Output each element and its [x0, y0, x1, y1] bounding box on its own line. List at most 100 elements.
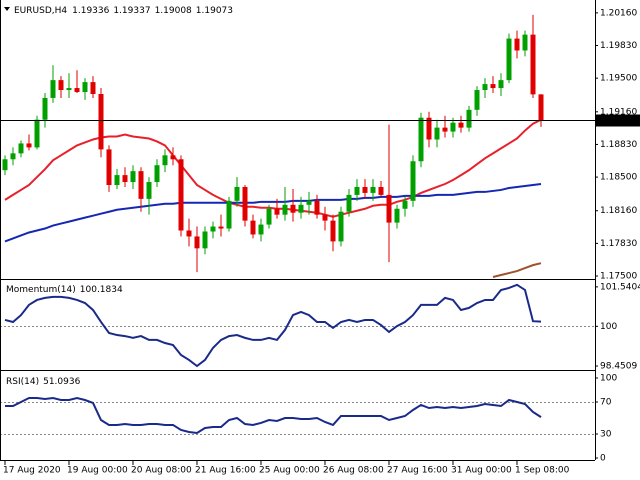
x-tick-label: 27 Aug 16:00 [387, 466, 448, 476]
candle-body [122, 175, 128, 183]
candle-body [162, 155, 168, 166]
candle-body [490, 84, 496, 89]
candle-body [138, 171, 144, 199]
rsi-title: RSI(14) 51.0936 [6, 377, 81, 387]
x-tick-label: 1 Sep 08:00 [515, 466, 570, 476]
close-price: 1.19073 [196, 6, 233, 16]
x-tick-label: 21 Aug 16:00 [195, 466, 256, 476]
candle-body [514, 38, 520, 51]
y-tick-label: 1.17830 [600, 239, 637, 249]
indicator-value: 100.1834 [80, 285, 123, 295]
candle-body [258, 224, 264, 235]
candle-body [282, 204, 288, 215]
candle-body [66, 88, 72, 91]
x-tick-label: 19 Aug 00:00 [67, 466, 128, 476]
candle-body [50, 80, 56, 98]
candle-body [394, 208, 400, 223]
candle-body [90, 82, 96, 94]
low-price: 1.19008 [155, 6, 192, 16]
candle-body [530, 34, 536, 95]
candle-body [10, 153, 16, 160]
candle-body [210, 226, 216, 232]
candle-body [442, 127, 448, 132]
menu-triangle[interactable] [4, 7, 10, 11]
candle-body [154, 165, 160, 183]
candle-body [234, 186, 240, 201]
candle-body [466, 109, 472, 128]
candle-body [170, 155, 176, 160]
candle-body [482, 84, 488, 91]
candle-body [346, 194, 352, 212]
candle-body [34, 119, 40, 148]
candle-body [26, 143, 32, 148]
indicator-name: RSI(14) [6, 377, 39, 387]
candle-body [450, 122, 456, 132]
candle-body [106, 149, 112, 186]
y-tick-label: 1.17500 [600, 272, 637, 282]
candle-body [506, 38, 512, 81]
candle-body [378, 186, 384, 195]
candle-body [370, 186, 376, 193]
candle-body [522, 34, 528, 51]
y-tick-label: 1.19830 [600, 41, 637, 51]
candle-body [82, 82, 88, 93]
candle-body [354, 186, 360, 195]
indicator-value: 51.0936 [43, 377, 80, 387]
candle-body [410, 161, 416, 201]
y-tick-label: 70 [600, 398, 612, 408]
y-tick-label: 98.4509 [600, 362, 637, 372]
y-tick-label: 1.20160 [600, 8, 637, 18]
candle-body [434, 127, 440, 140]
candle-body [322, 214, 328, 221]
candle-body [362, 186, 368, 193]
candle-body [194, 236, 200, 249]
x-tick-label: 26 Aug 08:00 [323, 466, 384, 476]
y-tick-label: 1.18160 [600, 206, 637, 216]
price-label-box [596, 114, 640, 127]
indicator-line [4, 283, 542, 368]
candle-body [146, 182, 152, 199]
candle-body [402, 200, 408, 209]
moving-average [492, 262, 542, 278]
candle-body [218, 226, 224, 229]
candle-body [202, 231, 208, 249]
y-tick-label: 30 [600, 430, 612, 440]
candle-body [538, 94, 544, 121]
candle-body [58, 80, 64, 91]
y-tick-label: 1.19500 [600, 74, 637, 84]
candle-body [266, 208, 272, 225]
candle-body [458, 122, 464, 128]
candle-body [226, 200, 232, 229]
symbol: EURUSD,H4 [14, 6, 67, 16]
y-tick-label: 0 [600, 454, 606, 464]
candle-body [114, 175, 120, 186]
candle-body [130, 171, 136, 183]
candle-body [250, 220, 256, 235]
candle-body [290, 204, 296, 213]
momentum-title: Momentum(14) 100.1834 [6, 285, 123, 295]
indicator-name: Momentum(14) [6, 285, 76, 295]
candle-body [42, 97, 48, 120]
price-label: 1.19073 [599, 116, 636, 126]
moving-average [4, 118, 542, 218]
indicator-line [5, 396, 542, 434]
candle-body [314, 200, 320, 215]
candle-body [2, 159, 8, 171]
x-tick-label: 31 Aug 00:00 [451, 466, 512, 476]
candle-body [338, 211, 344, 242]
candle-body [474, 90, 480, 110]
x-tick-label: 17 Aug 2020 [3, 466, 61, 476]
candle-body [178, 159, 184, 231]
candle-body [18, 143, 24, 154]
high-price: 1.19337 [113, 6, 150, 16]
candle-body [74, 88, 80, 93]
candle-body [242, 186, 248, 221]
moving-average [4, 183, 542, 243]
candle-body [186, 230, 192, 237]
candle-body [330, 220, 336, 242]
chart-header: EURUSD,H4 1.19336 1.19337 1.19008 1.19073 [14, 6, 233, 16]
candle-body [386, 194, 392, 223]
y-tick-label: 100 [600, 374, 617, 384]
plots: 1.20160 1.19830 1.19500 1.19160 1.18830 1.185… [0, 8, 640, 476]
